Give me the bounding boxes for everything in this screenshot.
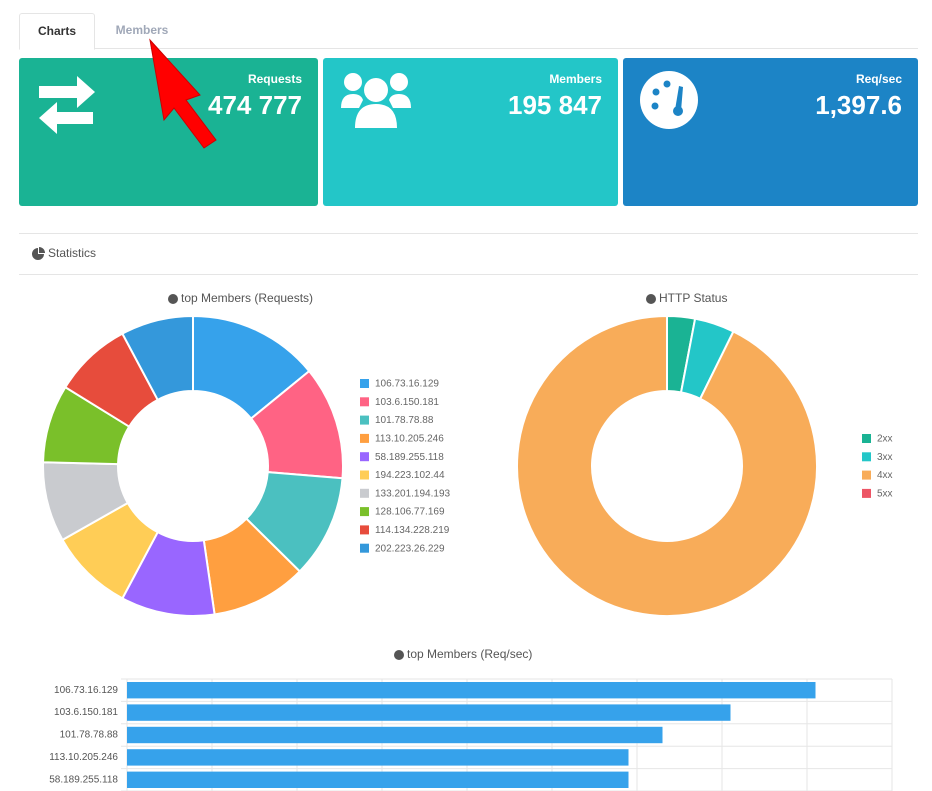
tab-members[interactable]: Members [115, 23, 169, 37]
legend-label: 3xx [877, 452, 893, 463]
y-tick-label: 101.78.78.88 [60, 730, 119, 741]
tab-bar-line [19, 48, 918, 49]
chart-title: HTTP Status [659, 291, 727, 305]
legend-swatch [360, 397, 369, 407]
title-icon [168, 294, 178, 304]
legend-swatch [862, 452, 871, 462]
bar [127, 749, 629, 766]
slice [516, 314, 818, 617]
legend-swatch [360, 433, 369, 443]
stat-value: 1,397.6 [815, 90, 902, 120]
stat-label: Members [549, 72, 602, 86]
legend-label: 58.189.255.118 [375, 452, 444, 463]
exchange-icon [39, 76, 95, 134]
pointer-arrow [149, 38, 217, 149]
title-icon [646, 294, 656, 304]
legend-swatch [360, 470, 369, 480]
legend-label: 202.223.26.229 [375, 543, 445, 554]
y-tick-label: 106.73.16.129 [54, 685, 118, 696]
legend-label: 113.10.205.246 [375, 434, 444, 445]
users-icon [341, 73, 411, 128]
y-tick-label: 103.6.150.181 [54, 707, 118, 718]
legend-swatch [360, 488, 369, 498]
y-tick-label: 58.189.255.118 [49, 774, 118, 785]
chart-title: top Members (Req/sec) [407, 647, 532, 661]
stat-label: Req/sec [855, 72, 902, 86]
tab-charts[interactable]: Charts [19, 13, 95, 50]
stat-value: 195 847 [508, 90, 602, 120]
legend-label: 5xx [877, 489, 893, 500]
legend-swatch [360, 525, 369, 535]
legend-swatch [862, 470, 871, 480]
bar [127, 771, 629, 788]
bar [127, 704, 731, 721]
legend-swatch [360, 452, 369, 462]
legend-label: 4xx [877, 470, 893, 481]
y-tick-label: 113.10.205.246 [49, 752, 118, 763]
legend-label: 106.73.16.129 [375, 379, 439, 390]
legend-swatch [360, 543, 369, 553]
legend-label: 128.106.77.169 [375, 507, 445, 518]
stat-label: Requests [247, 72, 302, 86]
stat-card: Members 195 847 [323, 58, 618, 206]
slice [121, 314, 194, 402]
legend-label: 103.6.150.181 [375, 397, 439, 408]
legend-label: 114.134.228.219 [375, 525, 450, 536]
gauge-icon [640, 71, 698, 129]
legend-swatch [360, 379, 369, 388]
stat-value: 474 777 [208, 90, 302, 120]
chart-title: top Members (Requests) [181, 291, 313, 305]
pie-icon [32, 247, 45, 260]
legend-swatch [360, 415, 369, 425]
legend-label: 133.201.194.193 [375, 488, 451, 499]
legend-swatch [862, 488, 871, 498]
legend-swatch [360, 507, 369, 517]
legend-label: 194.223.102.44 [375, 470, 445, 481]
legend-label: 2xx [877, 434, 893, 445]
bar [127, 726, 663, 744]
title-icon [394, 650, 404, 660]
bar [127, 682, 816, 699]
legend-label: 101.78.78.88 [375, 415, 434, 426]
stat-card: Req/sec 1,397.6 [623, 58, 918, 206]
section-title: Statistics [48, 246, 96, 260]
legend-swatch [862, 434, 871, 443]
